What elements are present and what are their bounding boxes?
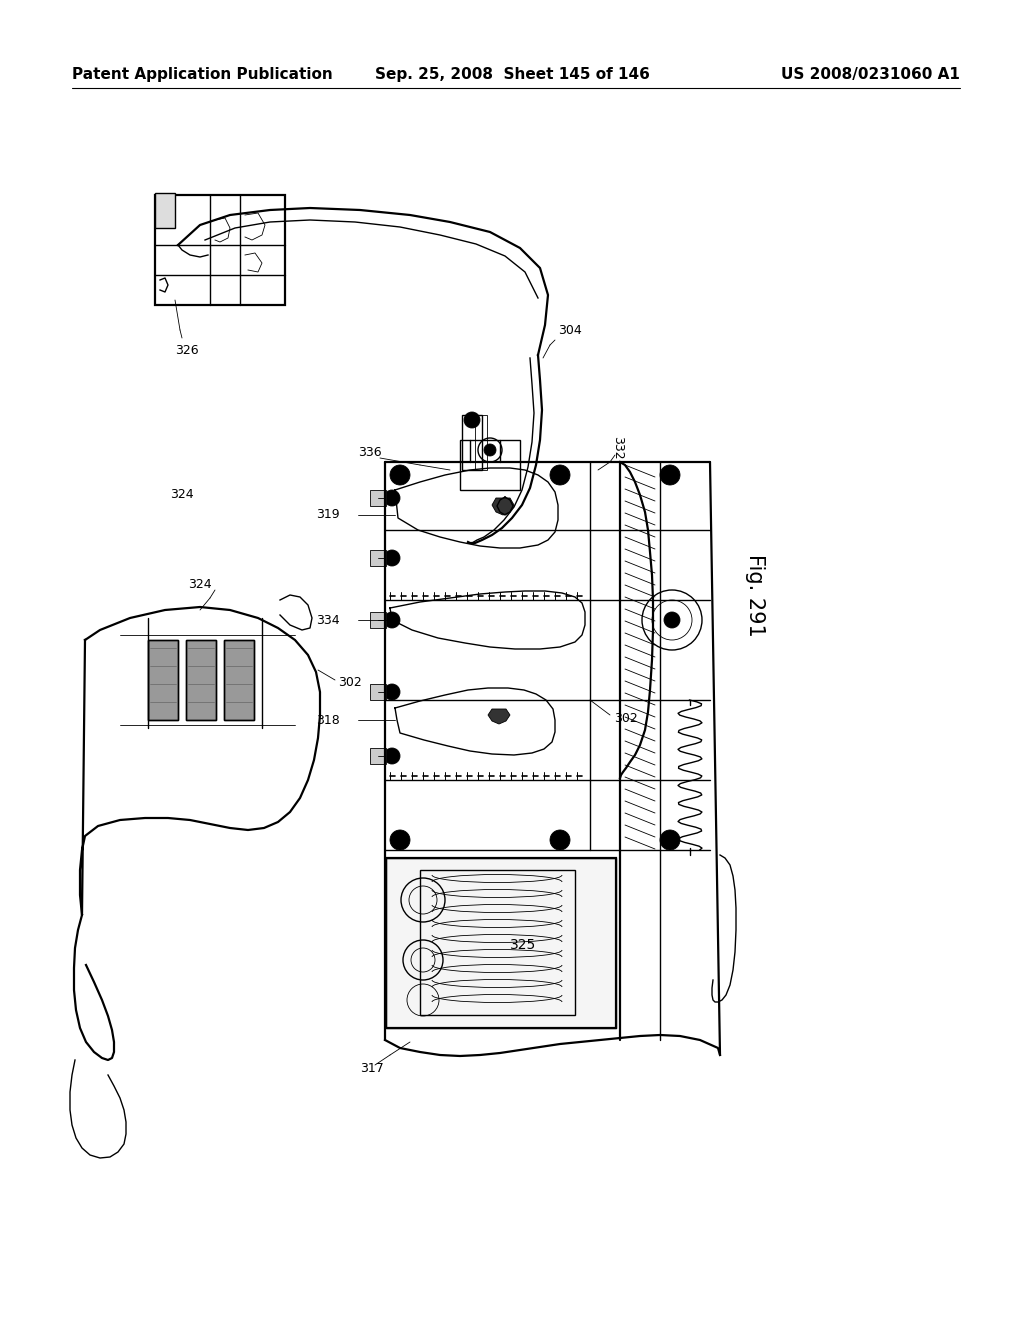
Bar	[370, 550, 386, 566]
Bar	[224, 640, 254, 719]
Circle shape	[464, 412, 480, 428]
Circle shape	[484, 444, 496, 455]
Bar	[148, 640, 178, 719]
Text: US 2008/0231060 A1: US 2008/0231060 A1	[781, 67, 961, 82]
Bar	[420, 870, 575, 1015]
Circle shape	[384, 550, 400, 566]
Bar	[224, 640, 254, 719]
Circle shape	[550, 830, 570, 850]
Text: 304: 304	[558, 323, 582, 337]
Bar	[462, 414, 482, 470]
Bar	[475, 414, 487, 470]
Circle shape	[384, 684, 400, 700]
Text: 324: 324	[188, 578, 212, 591]
Text: 332: 332	[611, 436, 625, 459]
Text: 325: 325	[510, 939, 537, 952]
Bar	[370, 684, 386, 700]
Circle shape	[660, 465, 680, 484]
Circle shape	[384, 612, 400, 628]
Text: 319: 319	[316, 508, 340, 521]
Bar	[386, 858, 616, 1028]
Polygon shape	[492, 498, 514, 515]
Bar	[155, 195, 285, 305]
Text: 302: 302	[338, 676, 361, 689]
Circle shape	[550, 465, 570, 484]
Circle shape	[390, 465, 410, 484]
Text: Sep. 25, 2008  Sheet 145 of 146: Sep. 25, 2008 Sheet 145 of 146	[375, 67, 649, 82]
Bar	[370, 612, 386, 628]
Text: 302: 302	[614, 711, 638, 725]
Text: Patent Application Publication: Patent Application Publication	[72, 67, 333, 82]
Bar	[148, 640, 178, 719]
Text: 324: 324	[170, 488, 194, 502]
Text: 336: 336	[358, 446, 382, 458]
Polygon shape	[488, 709, 510, 723]
Circle shape	[660, 830, 680, 850]
Bar	[460, 440, 520, 490]
Circle shape	[390, 830, 410, 850]
Bar	[370, 748, 386, 764]
Bar	[186, 640, 216, 719]
Circle shape	[384, 748, 400, 764]
Bar	[370, 490, 386, 506]
Text: 326: 326	[175, 343, 199, 356]
Text: Fig. 291: Fig. 291	[745, 553, 765, 636]
Text: 334: 334	[316, 614, 340, 627]
Bar	[155, 193, 175, 228]
Circle shape	[384, 490, 400, 506]
Bar	[386, 858, 616, 1028]
Text: 317: 317	[360, 1061, 384, 1074]
Bar	[186, 640, 216, 719]
Circle shape	[664, 612, 680, 628]
Text: 318: 318	[316, 714, 340, 726]
